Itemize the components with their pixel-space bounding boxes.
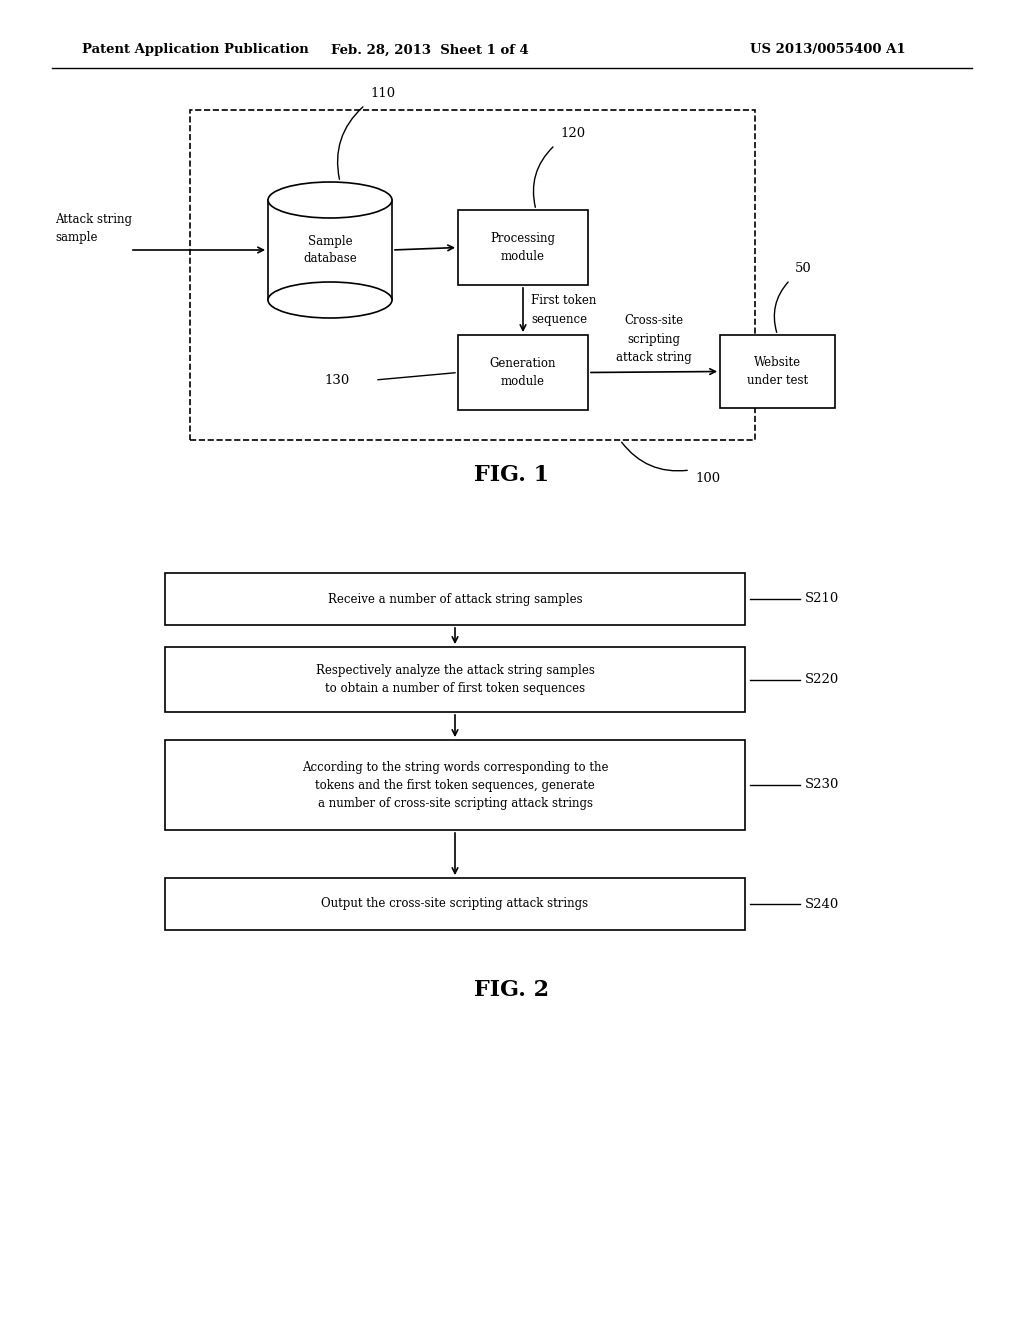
Text: FIG. 2: FIG. 2: [474, 979, 550, 1001]
Text: Processing
module: Processing module: [490, 232, 555, 263]
Text: 110: 110: [370, 87, 395, 100]
Bar: [458, 335, 588, 411]
Text: Attack string
sample: Attack string sample: [55, 213, 132, 243]
Text: 120: 120: [560, 127, 585, 140]
Text: According to the string words corresponding to the
tokens and the first token se: According to the string words correspond…: [302, 760, 608, 809]
Text: Respectively analyze the attack string samples
to obtain a number of first token: Respectively analyze the attack string s…: [315, 664, 595, 696]
Text: Feb. 28, 2013  Sheet 1 of 4: Feb. 28, 2013 Sheet 1 of 4: [331, 44, 528, 57]
Text: First token
sequence: First token sequence: [531, 294, 596, 326]
Bar: [268, 201, 392, 300]
Text: 100: 100: [695, 473, 720, 484]
Text: Generation
module: Generation module: [489, 356, 556, 388]
Text: 50: 50: [795, 261, 812, 275]
Text: FIG. 1: FIG. 1: [474, 465, 550, 486]
Text: Patent Application Publication: Patent Application Publication: [82, 44, 309, 57]
Text: US 2013/0055400 A1: US 2013/0055400 A1: [750, 44, 905, 57]
Ellipse shape: [268, 182, 392, 218]
Bar: [165, 741, 745, 830]
Bar: [165, 878, 745, 931]
Text: Website
under test: Website under test: [746, 356, 808, 387]
Text: 130: 130: [325, 374, 350, 387]
Text: Output the cross-site scripting attack strings: Output the cross-site scripting attack s…: [322, 898, 589, 911]
Bar: [165, 573, 745, 624]
Bar: [458, 210, 588, 285]
Bar: [720, 335, 835, 408]
Text: S220: S220: [805, 673, 840, 686]
Bar: [165, 647, 745, 711]
Bar: [190, 110, 755, 440]
Text: S240: S240: [805, 898, 840, 911]
Text: Receive a number of attack string samples: Receive a number of attack string sample…: [328, 593, 583, 606]
Text: Sample
database: Sample database: [303, 235, 357, 265]
Text: S210: S210: [805, 593, 840, 606]
Text: Cross-site
scripting
attack string: Cross-site scripting attack string: [616, 314, 692, 363]
Text: S230: S230: [805, 779, 840, 792]
Ellipse shape: [268, 282, 392, 318]
